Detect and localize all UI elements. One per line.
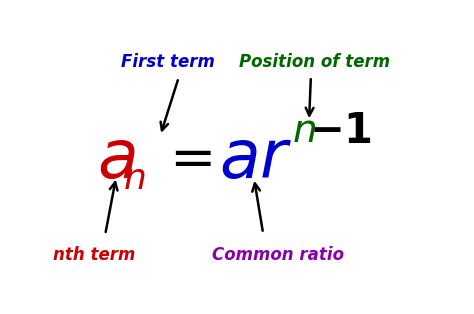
- Text: nth term: nth term: [53, 246, 136, 264]
- Text: $=$: $=$: [159, 132, 213, 186]
- Text: First term: First term: [121, 53, 215, 71]
- Text: Position of term: Position of term: [239, 53, 390, 71]
- Text: $\mathbf{-1}$: $\mathbf{-1}$: [309, 110, 372, 152]
- Text: $\mathbf{\mathit{n}}$: $\mathbf{\mathit{n}}$: [123, 162, 146, 196]
- Text: $\mathbf{\mathit{a}}$: $\mathbf{\mathit{a}}$: [97, 126, 136, 192]
- Text: $\mathbf{\mathit{ar}}$: $\mathbf{\mathit{ar}}$: [219, 126, 292, 192]
- Text: Common ratio: Common ratio: [212, 246, 344, 264]
- Text: $\mathbf{\mathit{n}}$: $\mathbf{\mathit{n}}$: [292, 112, 316, 150]
